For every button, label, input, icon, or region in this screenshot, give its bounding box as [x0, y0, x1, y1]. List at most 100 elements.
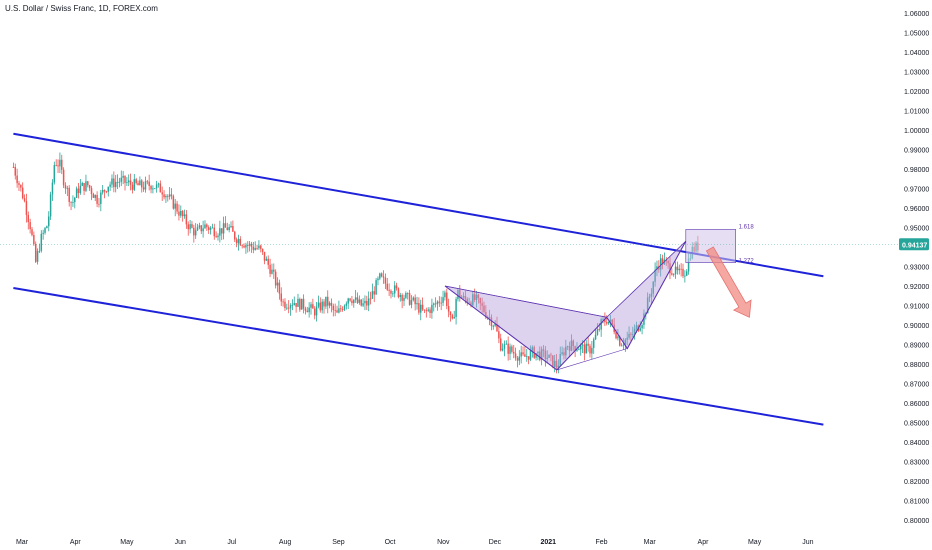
candle-body-down — [146, 181, 149, 183]
candle-body-up — [559, 354, 561, 366]
pattern-triangle-xab[interactable] — [444, 285, 608, 371]
pattern-ac-line[interactable] — [556, 348, 628, 371]
candle-body-down — [511, 346, 513, 352]
candle-body-down — [470, 302, 472, 306]
candle-body-down — [64, 185, 67, 189]
candle-body-down — [243, 245, 245, 248]
candle-body-down — [105, 191, 108, 193]
candle-body-up — [59, 159, 61, 167]
candle-body-up — [578, 349, 580, 351]
candle-body-up — [222, 223, 225, 234]
candle-body-up — [139, 180, 141, 186]
price-tick-label: 1.03000 — [904, 69, 929, 76]
candle-body-up — [46, 226, 48, 229]
candle-body-down — [423, 309, 426, 311]
candle-body-down — [496, 324, 498, 332]
candle-body-down — [224, 223, 227, 228]
candle-body-down — [485, 312, 487, 318]
candle-body-down — [483, 305, 485, 313]
pattern-triangle-bcd[interactable] — [606, 240, 687, 350]
candle-body-up — [183, 214, 186, 217]
time-tick-label: May — [120, 539, 134, 546]
candle-body-up — [410, 300, 413, 305]
last-price-tag[interactable] — [899, 238, 929, 251]
candle-body-up — [436, 301, 439, 305]
time-tick-label: 2021 — [540, 539, 556, 546]
time-tick-label: Jun — [802, 539, 813, 546]
time-axis[interactable]: Mar Apr May Jun Jul Aug Sep Oct Nov Dec 2021 Feb Mar… — [16, 539, 814, 546]
candle-body-up — [639, 328, 641, 331]
candle-body-down — [336, 310, 338, 313]
candle-body-up — [364, 300, 366, 304]
candle-body-up — [300, 298, 303, 310]
candle-body-down — [388, 289, 390, 291]
candle-body-up — [165, 195, 167, 198]
candle-body-down — [429, 309, 431, 313]
candle-body-down — [356, 297, 359, 303]
candle-body-down — [191, 224, 193, 228]
candle-body-up — [354, 297, 357, 300]
price-axis[interactable]: 1.06000 1.05000 1.04000 1.03000 1.02000 1.010… — [0, 11, 929, 525]
candle-body-down — [267, 258, 269, 265]
candle-body-up — [127, 180, 130, 183]
target-arrow[interactable] — [701, 244, 758, 322]
candle-body-up — [345, 303, 348, 306]
candle-body-up — [576, 349, 578, 351]
candle-body-down — [332, 305, 335, 311]
candle-body-up — [553, 360, 556, 367]
candle-body-down — [667, 260, 669, 264]
candle-body-up — [520, 352, 522, 357]
candle-body-down — [473, 294, 476, 300]
candle-body-up — [656, 266, 658, 270]
time-tick-label: Oct — [385, 539, 396, 546]
candle-body-up — [157, 183, 160, 185]
candle-body-up — [596, 329, 599, 335]
candle-body-down — [477, 294, 480, 298]
drawings-layer[interactable]: 1.618 1.272 — [13, 132, 824, 426]
candle-body-up — [297, 298, 299, 307]
candle-body-down — [574, 346, 576, 351]
candle-body-up — [126, 182, 128, 183]
candle-body-up — [472, 294, 474, 306]
pattern-xb-line[interactable] — [444, 285, 607, 318]
candle-body-up — [674, 266, 677, 275]
candle-body-down — [150, 186, 152, 190]
candle-body-down — [92, 193, 95, 198]
candle-body-down — [16, 175, 18, 184]
candle-body-up — [152, 188, 154, 190]
candle-body-down — [287, 307, 290, 309]
candle-body-up — [144, 181, 147, 190]
channel-lower-line[interactable] — [13, 286, 824, 426]
candle-body-up — [609, 319, 612, 322]
candle-body-up — [114, 182, 117, 188]
candle-body-down — [658, 266, 660, 270]
candle-body-down — [418, 303, 420, 313]
price-tick-label: 0.80000 — [904, 518, 929, 525]
candle-body-down — [220, 228, 223, 234]
candle-body-down — [499, 338, 502, 351]
candle-body-up — [291, 304, 294, 306]
candle-body-down — [55, 165, 57, 166]
candle-body-up — [194, 230, 197, 236]
candle-body-up — [535, 353, 537, 358]
candle-body-up — [579, 345, 582, 350]
candle-body-up — [659, 258, 662, 270]
candle-body-down — [552, 355, 554, 367]
candle-body-down — [140, 180, 143, 188]
time-tick-label: Nov — [437, 539, 450, 546]
candle-body-down — [583, 344, 586, 354]
time-tick-label: Feb — [596, 539, 608, 546]
candle-body-down — [178, 211, 180, 216]
candle-body-up — [189, 224, 191, 230]
candle-body-up — [687, 258, 690, 272]
candle-body-down — [299, 298, 301, 310]
candle-body-up — [375, 280, 377, 295]
candle-body-up — [412, 297, 415, 301]
candle-body-down — [282, 301, 284, 303]
candle-body-up — [486, 316, 489, 318]
candle-body-up — [308, 307, 310, 313]
candle-body-down — [446, 292, 448, 307]
candle-body-down — [233, 231, 236, 240]
price-tick-label: 0.89000 — [904, 343, 929, 350]
